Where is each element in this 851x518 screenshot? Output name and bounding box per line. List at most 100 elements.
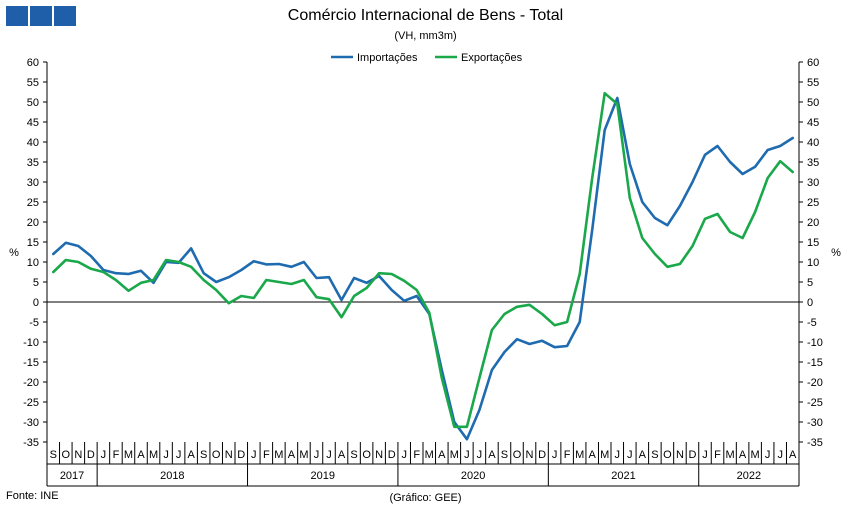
y-tick-label-right: 60 bbox=[807, 57, 819, 69]
x-tick-label-month: D bbox=[237, 449, 245, 461]
y-tick-label-right: -10 bbox=[807, 337, 823, 349]
y-tick-label-right: 0 bbox=[807, 297, 813, 309]
x-tick-label-month: A bbox=[639, 449, 647, 461]
x-tick-label-month: O bbox=[212, 449, 221, 461]
y-tick-label-right: -20 bbox=[807, 377, 823, 389]
x-tick-label-month: J bbox=[702, 449, 708, 461]
x-tick-label-month: J bbox=[477, 449, 483, 461]
y-tick-label-right: 25 bbox=[807, 197, 819, 209]
x-tick-label-month: A bbox=[739, 449, 747, 461]
y-tick-label-right: 45 bbox=[807, 117, 819, 129]
x-tick-label-year: 2020 bbox=[461, 470, 485, 482]
y-tick-label-left: 20 bbox=[27, 217, 39, 229]
x-tick-label-month: F bbox=[263, 449, 270, 461]
y-tick-label-right: 55 bbox=[807, 77, 819, 89]
series-line-exportacoes bbox=[51, 91, 795, 429]
logo-square-3 bbox=[54, 6, 76, 26]
y-tick-label-right: 5 bbox=[807, 277, 813, 289]
x-tick-label-month: M bbox=[425, 449, 434, 461]
y-tick-label-left: 5 bbox=[33, 277, 39, 289]
x-tick-label-year: 2021 bbox=[611, 470, 635, 482]
x-tick-label-month: J bbox=[101, 449, 107, 461]
x-tick-label-month: M bbox=[299, 449, 308, 461]
x-tick-label-month: J bbox=[777, 449, 783, 461]
source-note: Fonte: INE bbox=[6, 490, 59, 502]
y-tick-label-left: 30 bbox=[27, 177, 39, 189]
x-tick-label-month: D bbox=[688, 449, 696, 461]
x-tick-label-month: A bbox=[438, 449, 446, 461]
legend-label-exportacoes: Exportações bbox=[461, 52, 523, 64]
y-axis-label-right: % bbox=[831, 247, 841, 259]
y-tick-label-right: -35 bbox=[807, 437, 823, 449]
x-tick-label-year: 2022 bbox=[737, 470, 761, 482]
x-tick-label-month: N bbox=[526, 449, 534, 461]
y-tick-label-right: 30 bbox=[807, 177, 819, 189]
x-tick-label-month: J bbox=[163, 449, 169, 461]
x-tick-label-month: N bbox=[225, 449, 233, 461]
x-tick-label-month: J bbox=[314, 449, 320, 461]
y-tick-label-left: 60 bbox=[27, 57, 39, 69]
x-tick-label-month: O bbox=[62, 449, 71, 461]
x-tick-label-month: A bbox=[187, 449, 195, 461]
y-axis-label-left: % bbox=[9, 247, 19, 259]
y-tick-label-right: 20 bbox=[807, 217, 819, 229]
y-tick-label-left: -20 bbox=[23, 377, 39, 389]
x-tick-label-month: M bbox=[450, 449, 459, 461]
series-line-importacoes bbox=[51, 96, 795, 441]
x-tick-label-month: F bbox=[413, 449, 420, 461]
x-tick-label-month: S bbox=[350, 449, 357, 461]
x-tick-label-month: O bbox=[362, 449, 371, 461]
y-tick-label-right: 15 bbox=[807, 237, 819, 249]
y-tick-label-left: 55 bbox=[27, 77, 39, 89]
x-tick-label-month: F bbox=[113, 449, 120, 461]
x-tick-label-month: J bbox=[552, 449, 558, 461]
logo-square-2 bbox=[30, 6, 52, 26]
y-tick-label-right: 40 bbox=[807, 137, 819, 149]
brand-logo bbox=[6, 6, 76, 26]
y-tick-label-left: -30 bbox=[23, 417, 39, 429]
y-tick-label-right: -30 bbox=[807, 417, 823, 429]
y-tick-label-left: 45 bbox=[27, 117, 39, 129]
x-tick-label-month: M bbox=[600, 449, 609, 461]
chart-credit: (Gráfico: GEE) bbox=[389, 492, 462, 504]
x-tick-label-month: F bbox=[714, 449, 721, 461]
x-tick-label-month: O bbox=[513, 449, 522, 461]
x-tick-label-month: A bbox=[589, 449, 597, 461]
y-tick-label-left: 15 bbox=[27, 237, 39, 249]
y-tick-label-right: -5 bbox=[807, 317, 817, 329]
x-tick-label-month: M bbox=[274, 449, 283, 461]
x-tick-label-month: S bbox=[50, 449, 57, 461]
y-tick-label-left: 25 bbox=[27, 197, 39, 209]
x-tick-label-month: J bbox=[464, 449, 470, 461]
x-tick-label-month: M bbox=[149, 449, 158, 461]
y-tick-label-left: 0 bbox=[33, 297, 39, 309]
x-tick-label-month: M bbox=[575, 449, 584, 461]
x-tick-label-month: M bbox=[725, 449, 734, 461]
y-tick-label-right: 10 bbox=[807, 257, 819, 269]
x-tick-label-month: J bbox=[326, 449, 332, 461]
chart-subtitle: (VH, mm3m) bbox=[394, 30, 457, 42]
y-tick-label-left: -15 bbox=[23, 357, 39, 369]
x-tick-label-month: J bbox=[615, 449, 621, 461]
x-tick-label-month: S bbox=[200, 449, 207, 461]
x-tick-label-month: F bbox=[564, 449, 571, 461]
x-tick-label-month: N bbox=[676, 449, 684, 461]
logo-square-1 bbox=[6, 6, 28, 26]
x-tick-label-month: D bbox=[388, 449, 396, 461]
x-tick-label-month: J bbox=[627, 449, 633, 461]
x-tick-label-year: 2019 bbox=[310, 470, 334, 482]
y-tick-label-right: -15 bbox=[807, 357, 823, 369]
y-tick-label-left: 40 bbox=[27, 137, 39, 149]
x-tick-label-month: J bbox=[176, 449, 182, 461]
y-tick-label-left: 50 bbox=[27, 97, 39, 109]
y-tick-label-left: -25 bbox=[23, 397, 39, 409]
y-tick-label-left: -10 bbox=[23, 337, 39, 349]
y-tick-label-right: -25 bbox=[807, 397, 823, 409]
x-tick-label-month: A bbox=[288, 449, 296, 461]
y-tick-label-left: 10 bbox=[27, 257, 39, 269]
y-tick-label-right: 35 bbox=[807, 157, 819, 169]
x-tick-label-month: N bbox=[375, 449, 383, 461]
x-tick-label-month: M bbox=[124, 449, 133, 461]
x-tick-label-month: J bbox=[765, 449, 771, 461]
y-tick-label-left: -5 bbox=[29, 317, 39, 329]
